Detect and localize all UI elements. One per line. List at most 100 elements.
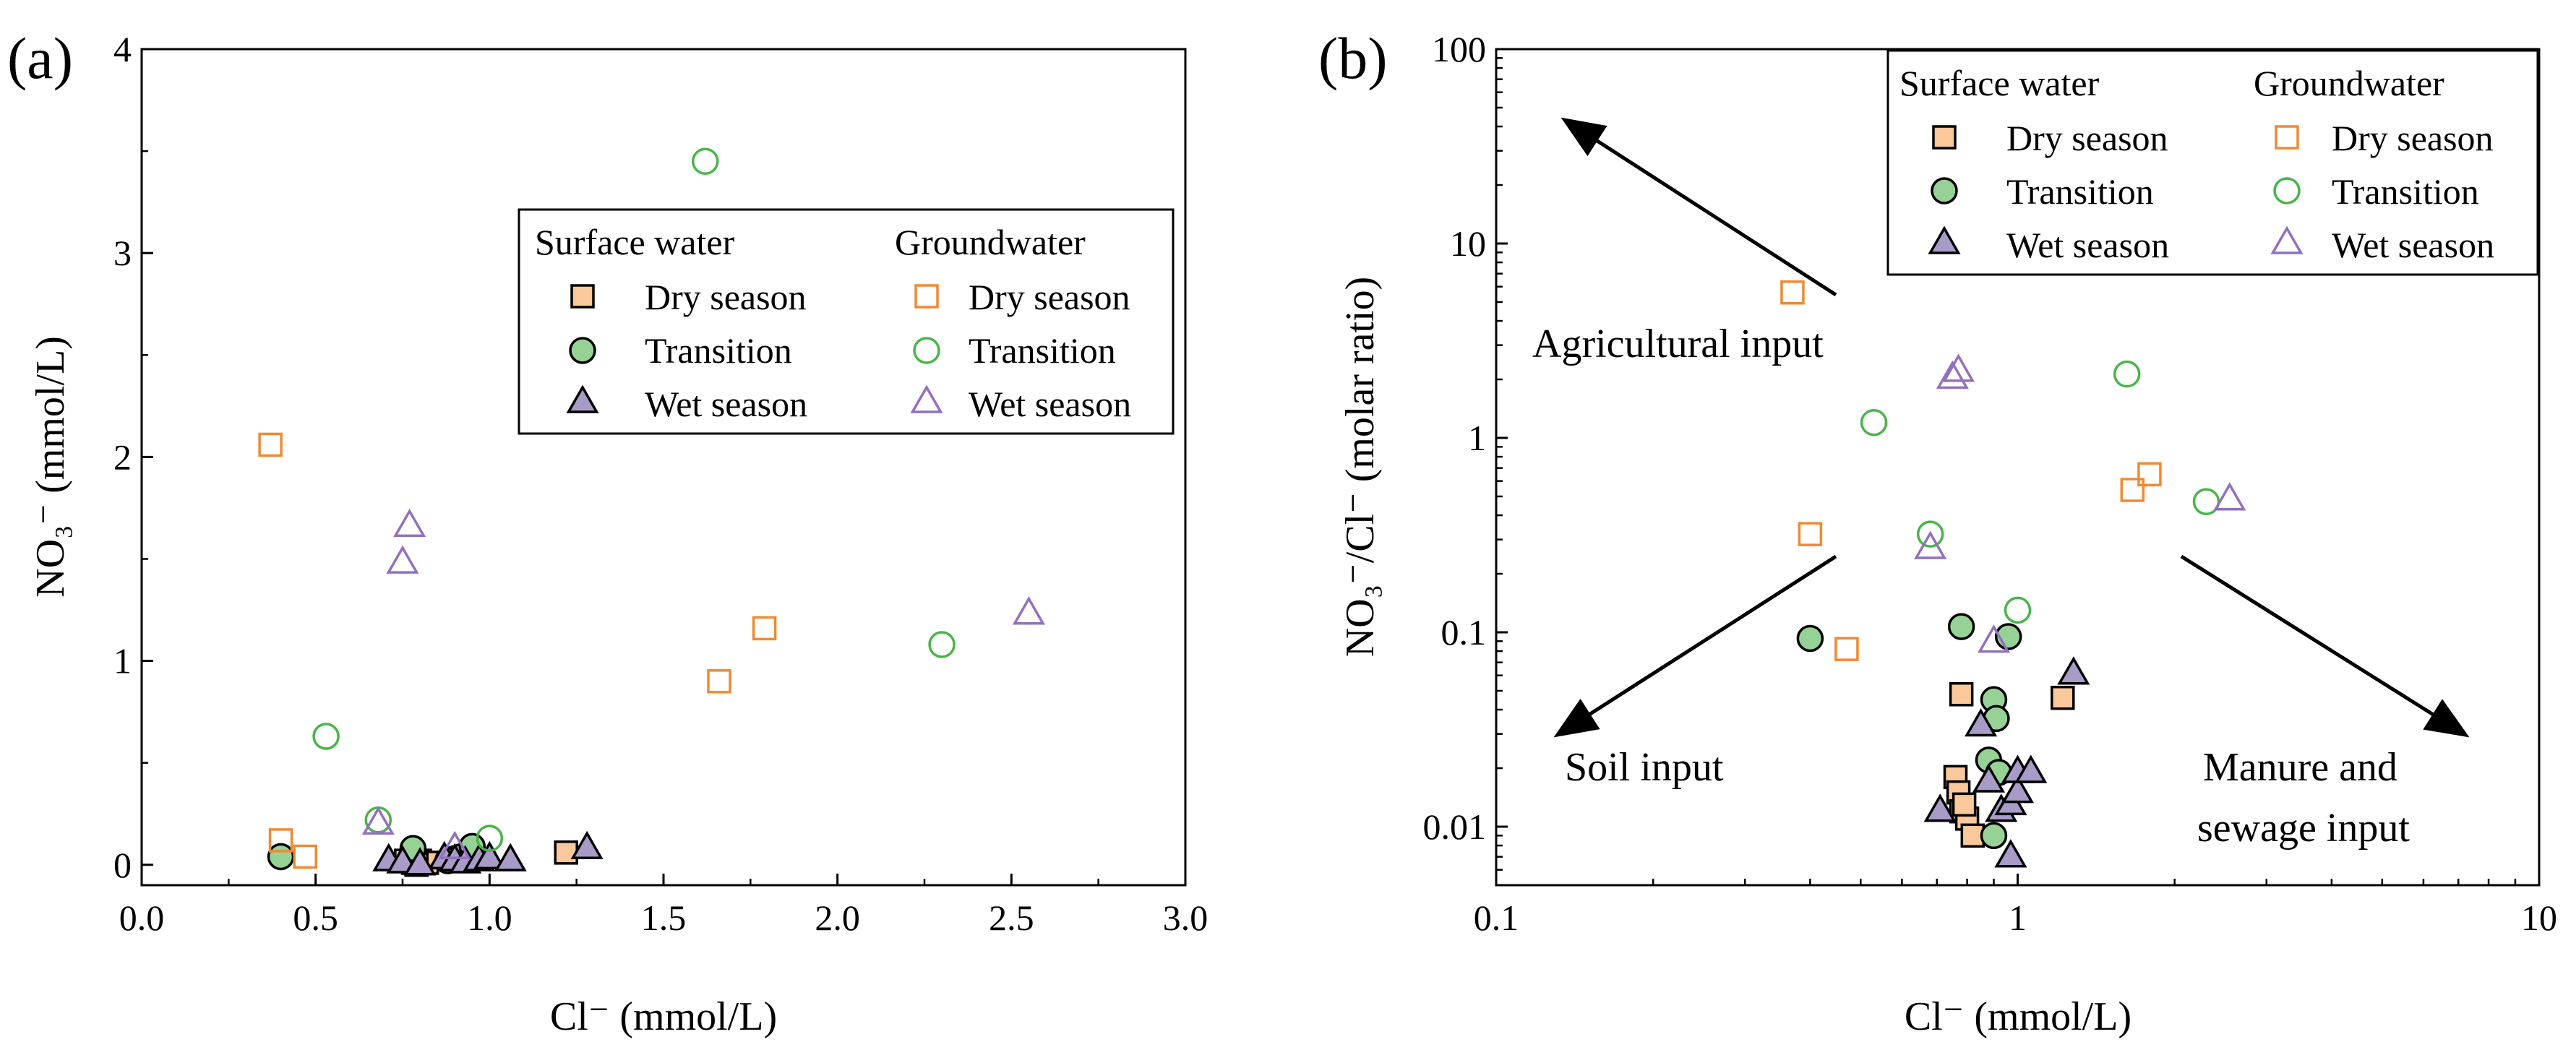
- x-tick-label: 0.5: [293, 897, 338, 938]
- x-tick-label: 0.0: [119, 897, 165, 938]
- point-sw-transition: [1796, 624, 1824, 653]
- legend-symbol-gw-wet: [2270, 225, 2304, 254]
- point-gw-wet: [386, 545, 419, 574]
- x-tick-label: 2.0: [815, 897, 860, 938]
- legend-symbol-gw-transition: [913, 337, 940, 364]
- legend-b-gw-transition-label: Transition: [2332, 171, 2479, 212]
- y-tick-label: 4: [113, 29, 132, 69]
- point-gw-wet: [1936, 360, 1969, 389]
- panel-b-scatter: (b) 0.1 1 10 0.01 0.1 1 10 100 Cl⁻ (mmol/L) NO₃…: [1318, 25, 2557, 1039]
- legend-b-sw-dry-label: Dry season: [2006, 118, 2168, 158]
- legend-symbol-sw-dry: [570, 284, 595, 309]
- x-tick-label: 1: [2009, 897, 2027, 938]
- point-gw-dry: [293, 844, 317, 869]
- panel-b-ylabel: NO₃⁻/Cl⁻ (molar ratio): [1338, 277, 1383, 658]
- y-tick-label: 2: [113, 436, 132, 477]
- legend-marker-sw-dry: [570, 284, 595, 309]
- legend-b-groundwater-header: Groundwater: [2254, 63, 2444, 103]
- point-gw-wet: [1012, 596, 1045, 625]
- y-tick-label: 10: [1450, 223, 1486, 264]
- point-gw-transition: [928, 631, 956, 658]
- panel-a-label: (a): [7, 25, 73, 91]
- point-gw-wet: [2213, 482, 2246, 511]
- point-gw-dry: [1780, 280, 1805, 305]
- legend-symbol-sw-transition: [1931, 177, 1958, 204]
- point-sw-wet: [2057, 656, 2090, 685]
- point-gw-wet: [1942, 353, 1975, 382]
- panel-a-points: [258, 147, 1045, 877]
- point-gw-transition: [312, 723, 340, 750]
- point-gw-transition: [1916, 520, 1944, 548]
- legend-b-gw-wet-label: Wet season: [2332, 225, 2494, 265]
- x-tick-label: 10: [2521, 897, 2557, 938]
- legend-a-groundwater-header: Groundwater: [895, 222, 1086, 262]
- legend-marker-sw-dry: [1932, 125, 1957, 150]
- x-tick-label: 2.5: [989, 897, 1034, 938]
- point-gw-wet: [1914, 530, 1947, 559]
- point-sw-wet: [1965, 708, 1998, 737]
- legend-symbol-sw-transition: [569, 337, 596, 364]
- legend-symbol-gw-dry: [914, 284, 939, 309]
- point-gw-transition: [1860, 408, 1888, 436]
- point-gw-wet: [438, 830, 471, 859]
- legend-symbol-sw-wet: [566, 384, 599, 413]
- panel-a-scatter: (a) 0.0 0.5 1.0 1.5 2.0 2.5 3.0 0 1 2 3 4 Cl⁻ (mmol…: [7, 25, 1208, 1039]
- legend-marker-sw-transition: [1931, 177, 1958, 204]
- point-gw-wet: [361, 806, 395, 835]
- legend-a-surface-water-header: Surface water: [535, 222, 735, 262]
- point-gw-wet: [393, 508, 426, 538]
- point-sw-dry: [2051, 685, 2075, 710]
- legend-marker-gw-dry: [914, 284, 939, 309]
- arrow-soil-input: [1553, 554, 1837, 738]
- legend-a-gw-dry-label: Dry season: [969, 277, 1130, 317]
- legend-symbol-gw-transition: [2273, 177, 2301, 204]
- x-tick-label: 1.5: [641, 897, 687, 938]
- x-tick-label: 1.0: [467, 897, 512, 938]
- point-sw-transition: [267, 843, 295, 871]
- panel-b-label: (b): [1318, 25, 1388, 91]
- annotation-manure-line1: Manure and: [2203, 745, 2397, 790]
- point-gw-dry: [258, 432, 283, 457]
- panel-a-axes: 0.0 0.5 1.0 1.5 2.0 2.5 3.0 0 1 2 3 4: [113, 29, 1208, 938]
- legend-a-sw-transition-label: Transition: [645, 330, 792, 371]
- point-gw-transition: [2113, 360, 2141, 388]
- point-sw-transition: [1947, 613, 1975, 640]
- legend-symbol-sw-dry: [1932, 125, 1957, 150]
- panel-a-legend-box: [518, 208, 1175, 435]
- point-sw-wet: [1923, 793, 1957, 822]
- legend-marker-sw-wet: [1928, 225, 1961, 254]
- point-sw-dry: [1952, 792, 1977, 817]
- point-sw-wet: [473, 840, 506, 870]
- annotation-agricultural-input: Agricultural input: [1532, 322, 1824, 366]
- panel-a-xlabel: Cl⁻ (mmol/L): [550, 994, 777, 1039]
- legend-marker-sw-transition: [569, 337, 596, 364]
- annotation-soil-input: Soil input: [1565, 745, 1724, 790]
- point-sw-wet: [494, 843, 527, 871]
- point-sw-transition: [1980, 822, 2008, 850]
- point-sw-dry: [1949, 682, 1974, 707]
- y-tick-label: 1: [113, 641, 132, 681]
- legend-marker-gw-wet: [2270, 225, 2304, 254]
- point-gw-dry: [1834, 637, 1859, 661]
- panel-a-legend: Surface water Groundwater Dry season Tra…: [518, 208, 1175, 435]
- point-gw-dry: [752, 616, 777, 641]
- y-tick-label: 0: [113, 845, 132, 885]
- x-tick-label: 0.1: [1474, 897, 1519, 938]
- point-sw-wet: [2014, 754, 2048, 783]
- legend-a-sw-dry-label: Dry season: [645, 277, 807, 317]
- point-gw-transition: [476, 824, 504, 852]
- point-gw-dry: [268, 828, 293, 853]
- point-gw-wet: [1977, 624, 2011, 653]
- legend-b-sw-transition-label: Transition: [2006, 171, 2154, 212]
- y-tick-label: 0.01: [1423, 806, 1487, 847]
- panel-b-points: [1780, 280, 2246, 868]
- point-gw-transition: [2004, 596, 2032, 624]
- legend-symbol-sw-wet: [1928, 225, 1961, 254]
- point-gw-dry: [2137, 462, 2162, 487]
- point-sw-wet: [403, 847, 437, 876]
- point-sw-wet: [570, 830, 604, 859]
- point-gw-transition: [692, 147, 719, 175]
- panel-a-frame: [140, 48, 1187, 887]
- y-tick-label: 1: [1468, 418, 1486, 458]
- arrow-agricultural-input: [1560, 117, 1837, 297]
